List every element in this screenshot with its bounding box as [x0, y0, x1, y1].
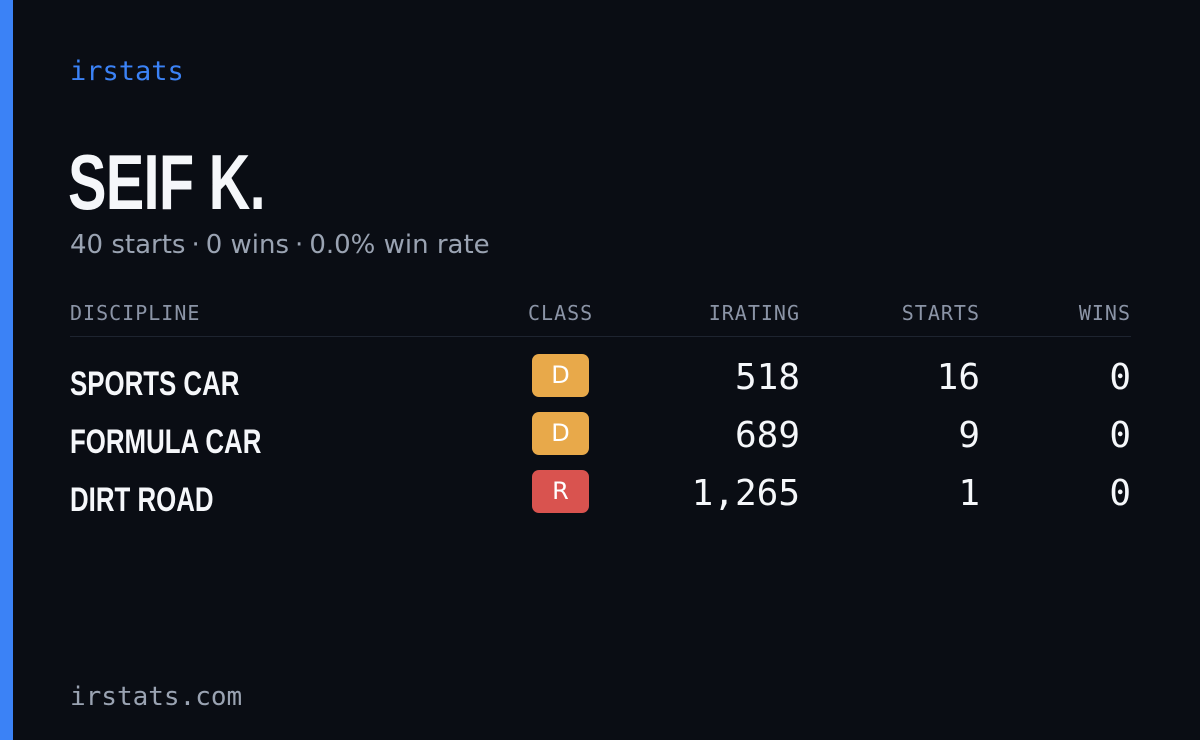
stats-table: DISCIPLINE CLASS IRATING STARTS WINS SPO…: [70, 300, 1131, 519]
starts-value: 16: [936, 357, 980, 398]
footer-url: irstats.com: [70, 682, 243, 712]
starts-value: 9: [958, 415, 980, 456]
brand-logo-text: irstats: [70, 56, 184, 87]
table-row: FORMULA CAR D 689 9 0: [70, 412, 1131, 470]
discipline-label: DIRT ROAD: [70, 481, 214, 519]
table-header: DISCIPLINE CLASS IRATING STARTS WINS: [70, 300, 1131, 337]
irating-value: 518: [734, 357, 800, 398]
table-row: DIRT ROAD R 1,265 1 0: [70, 470, 1131, 528]
wins-summary: 0 wins: [205, 230, 290, 260]
discipline-label: SPORTS CAR: [70, 365, 240, 403]
accent-bar: [0, 0, 13, 740]
class-badge: D: [532, 412, 589, 455]
win-rate-summary: 0.0% win rate: [309, 230, 490, 260]
driver-name: SEIF K.: [68, 138, 266, 226]
header-wins: WINS: [1078, 301, 1131, 325]
class-badge: R: [532, 470, 589, 513]
class-badge: D: [532, 354, 589, 397]
wins-value: 0: [1109, 357, 1131, 398]
wins-value: 0: [1109, 415, 1131, 456]
starts-summary: 40 starts: [70, 230, 186, 260]
starts-value: 1: [958, 473, 980, 514]
header-starts: STARTS: [901, 301, 980, 325]
header-class: CLASS: [528, 301, 594, 325]
header-irating: IRATING: [708, 301, 800, 325]
wins-value: 0: [1109, 473, 1131, 514]
separator: ·: [191, 230, 200, 260]
irating-value: 1,265: [691, 473, 800, 514]
discipline-label: FORMULA CAR: [70, 423, 262, 461]
irating-value: 689: [734, 415, 800, 456]
driver-summary: 40 starts · 0 wins · 0.0% win rate: [70, 228, 490, 262]
table-row: SPORTS CAR D 518 16 0: [70, 354, 1131, 412]
header-discipline: DISCIPLINE: [70, 301, 201, 325]
separator: ·: [295, 230, 304, 260]
